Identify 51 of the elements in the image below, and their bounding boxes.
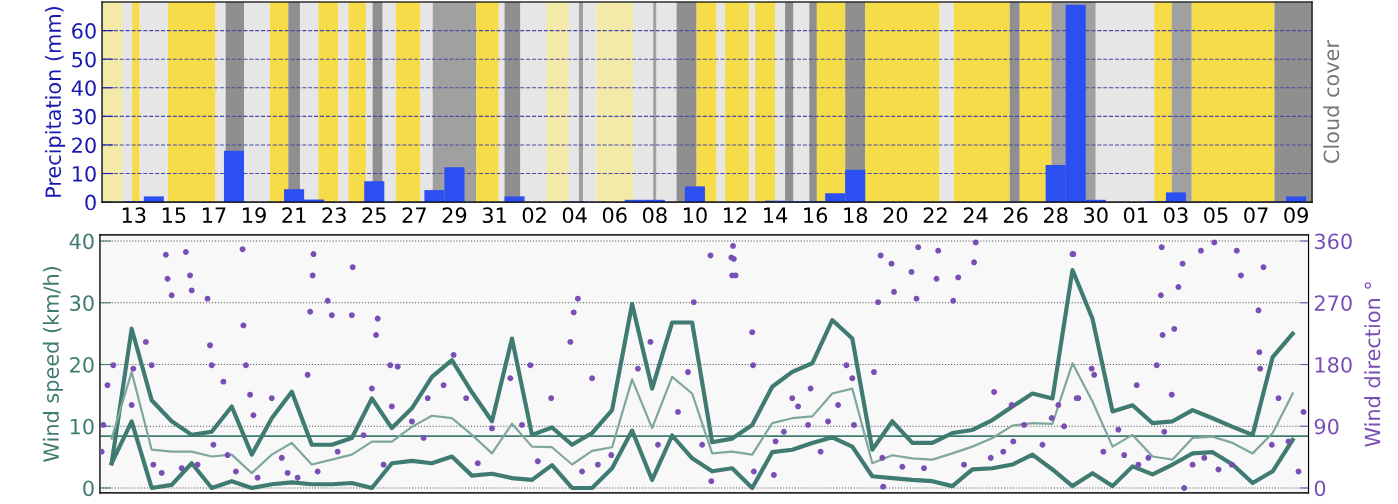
- y-tick-label: 40: [69, 233, 94, 250]
- x-tick-label: 14: [764, 207, 788, 223]
- y-tick-label: 0: [83, 480, 94, 497]
- x-tick-label: 06: [602, 207, 627, 224]
- x-tick-label: 17: [202, 207, 226, 223]
- y-tick-label: 20: [70, 356, 94, 373]
- y-tick-label: 60: [72, 23, 96, 39]
- x-tick-label: 24: [963, 207, 988, 223]
- x-tick-label: 19: [243, 207, 266, 224]
- y2-axis-title: Cloud cover: [1323, 40, 1340, 163]
- y-tick-label: 50: [72, 51, 96, 68]
- y-tick-label: 30: [72, 108, 96, 125]
- x-tick-label: 12: [724, 207, 747, 223]
- x-tick-label: 03: [1164, 207, 1188, 224]
- x-tick-label: 07: [1244, 207, 1268, 224]
- y2-tick-label: 0: [1314, 480, 1326, 497]
- x-tick-label: 30: [1084, 207, 1108, 224]
- y2-axis-title: Wind direction °: [1364, 282, 1381, 447]
- x-tick-label: 02: [522, 207, 546, 224]
- x-tick-label: 25: [362, 207, 386, 224]
- y2-tick-label: 180: [1315, 356, 1352, 373]
- x-tick-label: 26: [1003, 207, 1028, 224]
- x-tick-label: 28: [1043, 207, 1068, 224]
- x-tick-label: 23: [322, 207, 346, 224]
- y-tick-label: 40: [71, 80, 96, 96]
- y-axis-title: Precipitation (mm): [44, 7, 66, 197]
- x-tick-label: 08: [642, 207, 667, 224]
- y-axis-title: Wind speed (km/h): [42, 266, 64, 462]
- y-tick-label: 0: [85, 194, 96, 211]
- x-tick-label: 05: [1204, 207, 1228, 224]
- y-tick-label: 10: [70, 418, 94, 435]
- x-tick-label: 10: [683, 207, 707, 224]
- y-tick-label: 10: [72, 165, 96, 182]
- x-tick-label: 31: [482, 207, 506, 224]
- y-tick-label: 20: [72, 137, 96, 154]
- x-tick-label: 22: [923, 207, 947, 223]
- x-tick-label: 27: [402, 207, 426, 223]
- x-tick-label: 29: [442, 207, 467, 224]
- x-tick-label: 15: [162, 207, 186, 224]
- y2-tick-label: 360: [1314, 233, 1352, 250]
- x-tick-label: 20: [883, 207, 908, 224]
- y-tick-label: 30: [70, 295, 94, 311]
- x-tick-label: 09: [1284, 207, 1308, 224]
- x-tick-label: 04: [562, 207, 587, 224]
- x-tick-label: 13: [122, 207, 146, 224]
- x-tick-label: 16: [804, 207, 828, 224]
- x-tick-label: 01: [1123, 207, 1148, 224]
- x-tick-label: 21: [282, 207, 306, 223]
- x-tick-label: 18: [844, 207, 868, 224]
- y2-tick-label: 90: [1314, 418, 1339, 435]
- y2-tick-label: 270: [1314, 295, 1352, 311]
